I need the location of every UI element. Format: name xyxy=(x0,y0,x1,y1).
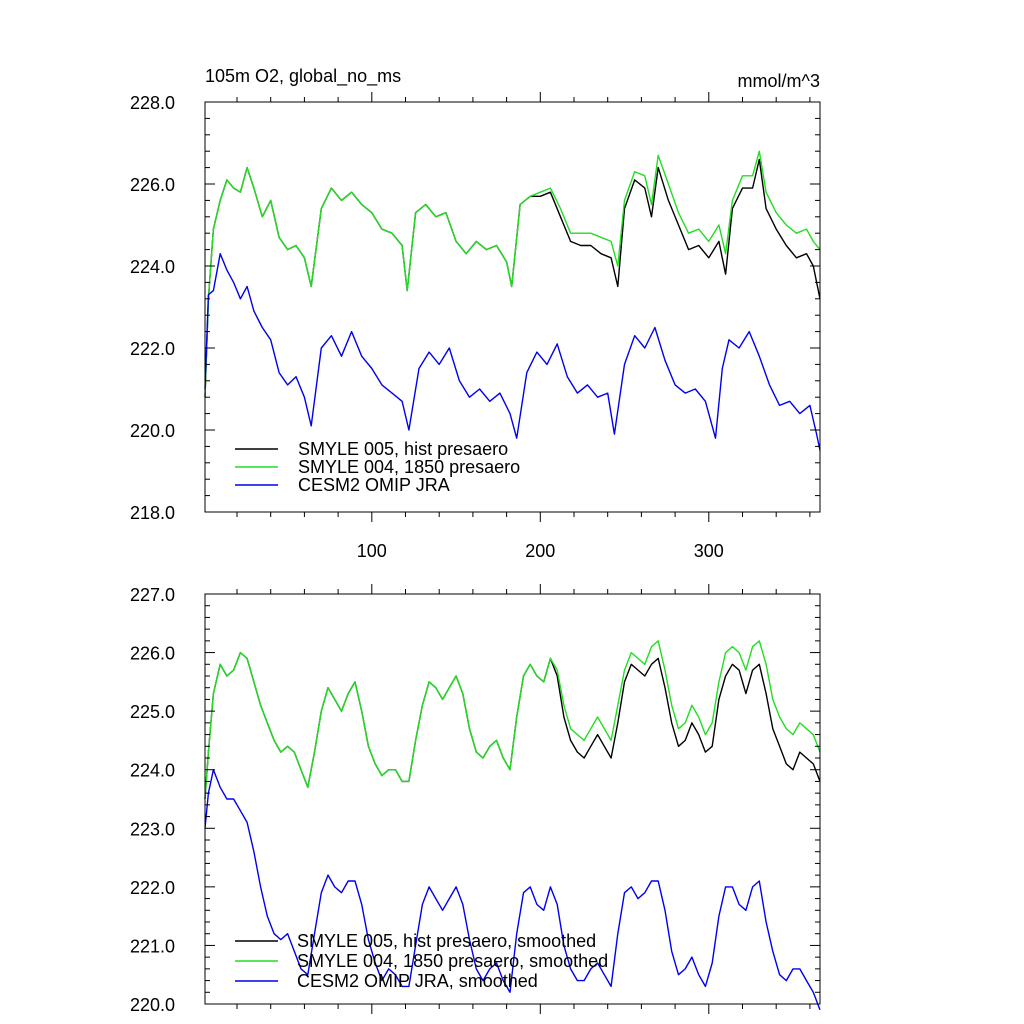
ytick-label-top-4: 226.0 xyxy=(130,175,175,195)
panel-bottom-frame xyxy=(204,593,821,1005)
ytick-label-top-0: 218.0 xyxy=(130,503,175,523)
panel-top-frame xyxy=(204,101,821,513)
panel-bottom-series xyxy=(204,640,821,1011)
series-line-bottom-1 xyxy=(204,640,821,800)
panel-bottom-legend: SMYLE 005, hist presaero, smoothedSMYLE … xyxy=(235,931,608,991)
panel-top-units: mmol/m^3 xyxy=(738,71,820,91)
ytick-label-bottom-3: 223.0 xyxy=(130,819,175,839)
legend-label-top-0: SMYLE 005, hist presaero xyxy=(298,439,508,459)
series-line-top-1 xyxy=(204,150,821,398)
legend-label-top-1: SMYLE 004, 1850 presaero xyxy=(298,457,520,477)
panel-bottom: 220.0 221.0 222.0 223.0 224.0 225.0 226.0 227.0… xyxy=(130,584,821,1015)
xtick-label-top-0: 100 xyxy=(357,541,387,561)
legend-label-bottom-2: CESM2 OMIP JRA, smoothed xyxy=(297,971,538,991)
xtick-label-top-2: 300 xyxy=(694,541,724,561)
ytick-label-bottom-2: 222.0 xyxy=(130,878,175,898)
panel-top-ticks: 218.0 220.0 222.0 224.0 226.0 228.0 100 200 300 xyxy=(130,92,820,561)
ytick-label-bottom-6: 226.0 xyxy=(130,644,175,664)
legend-label-top-2: CESM2 OMIP JRA xyxy=(298,475,450,495)
panel-top: 105m O2, global_no_ms mmol/m^3 218.0 220.… xyxy=(130,66,821,561)
series-line-bottom-2 xyxy=(204,769,821,1011)
ytick-label-bottom-4: 224.0 xyxy=(130,761,175,781)
ytick-label-bottom-1: 221.0 xyxy=(130,936,175,956)
ytick-label-top-2: 222.0 xyxy=(130,339,175,359)
ytick-label-bottom-7: 227.0 xyxy=(130,585,175,605)
ytick-label-top-1: 220.0 xyxy=(130,421,175,441)
ytick-label-bottom-5: 225.0 xyxy=(130,702,175,722)
panel-bottom-ticks: 220.0 221.0 222.0 223.0 224.0 225.0 226.0 227.0 xyxy=(130,584,820,1015)
panel-top-title: 105m O2, global_no_ms xyxy=(205,66,401,87)
ytick-label-bottom-0: 220.0 xyxy=(130,995,175,1015)
xtick-label-top-1: 200 xyxy=(525,541,555,561)
legend-label-bottom-1: SMYLE 004, 1850 presaero, smoothed xyxy=(297,951,608,971)
legend-label-bottom-0: SMYLE 005, hist presaero, smoothed xyxy=(297,931,596,951)
panel-top-series xyxy=(204,150,821,451)
series-line-top-2 xyxy=(204,252,821,451)
ytick-label-top-3: 224.0 xyxy=(130,257,175,277)
series-line-bottom-0 xyxy=(204,651,821,800)
ytick-label-top-5: 228.0 xyxy=(130,93,175,113)
